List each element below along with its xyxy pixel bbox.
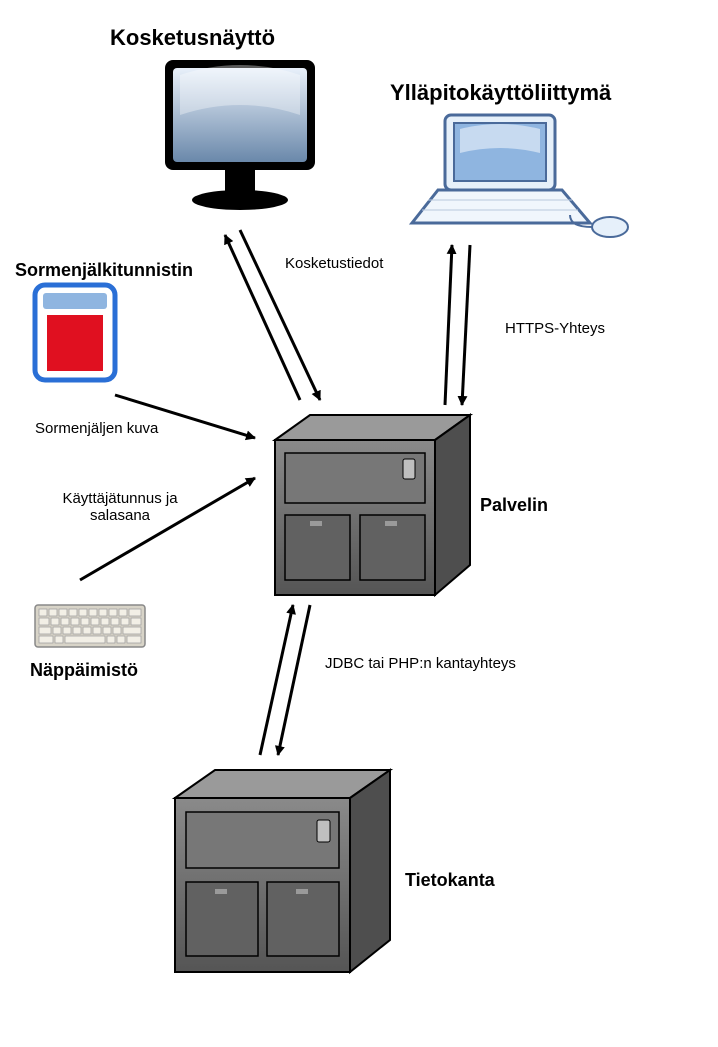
edge-creds-label: Käyttäjätunnus ja salasana (45, 490, 195, 524)
fingerprint-label: Sormenjälkitunnistin (15, 260, 193, 281)
database-label: Tietokanta (405, 870, 495, 891)
keyboard-icon (35, 605, 145, 647)
edge-fp-image-label: Sormenjäljen kuva (35, 420, 158, 437)
edge-https-a (462, 245, 470, 405)
edge-https-b (445, 245, 452, 405)
edge-touch-data-label: Kosketustiedot (285, 255, 383, 272)
keyboard-label: Näppäimistö (30, 660, 138, 681)
edge-jdbc-a (278, 605, 310, 755)
edge-jdbc-b (260, 605, 293, 755)
admin-ui-label: Ylläpitokäyttöliittymä (390, 80, 611, 106)
database-icon (175, 770, 390, 972)
touchscreen-label: Kosketusnäyttö (110, 25, 275, 51)
admin-ui-icon (412, 115, 628, 237)
server-label: Palvelin (480, 495, 548, 516)
edge-jdbc-label: JDBC tai PHP:n kantayhteys (325, 655, 516, 672)
fingerprint-icon (35, 285, 115, 380)
server-icon (275, 415, 470, 595)
touchscreen-icon (165, 60, 315, 210)
edge-https-label: HTTPS-Yhteys (505, 320, 605, 337)
